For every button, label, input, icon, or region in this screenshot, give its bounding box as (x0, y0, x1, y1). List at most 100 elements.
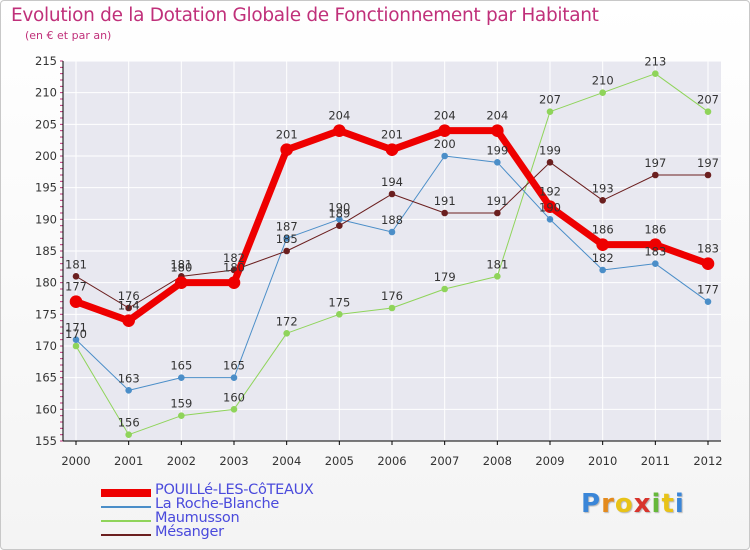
data-point (385, 143, 399, 156)
y-tick-label: 180 (35, 276, 57, 290)
data-point (227, 276, 241, 289)
data-label: 186 (644, 223, 666, 237)
data-label: 174 (118, 299, 140, 313)
data-point (388, 190, 396, 198)
x-tick-label: 2004 (272, 454, 301, 468)
data-label: 201 (381, 128, 403, 142)
legend-label: Maumusson (155, 510, 240, 526)
data-point (596, 238, 609, 251)
data-label: 172 (276, 314, 298, 328)
data-label: 213 (644, 55, 666, 69)
data-label: 182 (223, 251, 245, 265)
y-tick-label: 155 (35, 434, 57, 448)
data-point (491, 124, 504, 137)
data-point (125, 387, 132, 394)
chart-subtitle: (en € et par an) (25, 29, 112, 42)
data-label: 175 (328, 295, 350, 309)
data-point (125, 431, 132, 438)
data-label: 197 (644, 156, 666, 170)
data-label: 165 (170, 359, 192, 373)
y-tick-label: 185 (35, 244, 57, 258)
x-tick-label: 2011 (641, 454, 670, 468)
data-point (701, 257, 715, 270)
data-label: 176 (381, 289, 403, 303)
data-point (599, 89, 606, 96)
data-label: 191 (486, 194, 508, 208)
data-label: 181 (170, 257, 192, 271)
data-label: 192 (539, 185, 561, 199)
data-label: 170 (65, 327, 87, 341)
data-label: 159 (170, 397, 192, 411)
data-point (704, 108, 712, 115)
brand-letter: o (614, 489, 634, 519)
data-label: 191 (434, 194, 456, 208)
y-tick-label: 205 (35, 117, 57, 131)
data-label: 188 (381, 213, 403, 227)
brand-letter: r (601, 489, 615, 519)
x-tick-label: 2000 (61, 454, 90, 468)
data-point (178, 374, 185, 381)
data-point (122, 314, 135, 327)
data-point (125, 304, 132, 312)
data-label: 187 (276, 219, 298, 233)
data-point (494, 159, 501, 166)
series-0 (69, 124, 715, 327)
data-label: 177 (65, 280, 87, 294)
data-label: 210 (592, 74, 614, 88)
data-point (230, 406, 238, 413)
y-tick-label: 175 (35, 307, 57, 321)
legend-swatch (101, 534, 151, 536)
data-label: 190 (328, 200, 350, 214)
data-point (441, 209, 448, 217)
x-tick-label: 2009 (535, 454, 564, 468)
data-label: 207 (539, 93, 561, 107)
data-label: 201 (276, 128, 298, 142)
x-tick-label: 2003 (219, 454, 248, 468)
x-tick-label: 2007 (430, 454, 459, 468)
data-point (72, 273, 80, 280)
data-point (333, 124, 346, 137)
chart-title: Evolution de la Dotation Globale de Fonc… (11, 5, 599, 26)
legend-label: La Roche-Blanche (155, 496, 280, 512)
data-point (599, 197, 606, 204)
legend-swatch (101, 506, 151, 508)
data-label: 180 (170, 261, 192, 275)
data-label: 190 (539, 200, 561, 214)
legend-label: Mésanger (155, 524, 224, 540)
y-tick-label: 160 (35, 402, 57, 416)
data-point (546, 216, 554, 223)
data-label: 163 (118, 371, 140, 385)
data-label: 186 (592, 223, 614, 237)
x-tick-label: 2006 (377, 454, 406, 468)
data-label: 199 (539, 143, 561, 157)
x-tick-label: 2001 (114, 454, 143, 468)
data-label: 183 (644, 245, 666, 259)
data-label: 193 (592, 181, 614, 195)
data-point (652, 70, 659, 77)
data-label: 204 (486, 109, 508, 123)
data-point (388, 304, 396, 312)
x-tick-label: 2012 (693, 454, 722, 468)
data-point (543, 200, 557, 213)
y-tick-label: 195 (35, 181, 57, 195)
data-point (388, 228, 396, 236)
data-point (649, 238, 662, 251)
data-point (178, 412, 185, 419)
data-point (69, 295, 83, 308)
legend-label: POUILLé-LES-CôTEAUX (155, 482, 314, 498)
data-point (72, 336, 80, 343)
x-tick-label: 2010 (588, 454, 617, 468)
brand-letter: P (581, 489, 602, 519)
data-point (336, 216, 343, 223)
data-point (494, 209, 501, 217)
y-tick-label: 210 (35, 86, 57, 100)
brand-logo: Proxiti (581, 489, 685, 519)
data-label: 204 (434, 109, 456, 123)
series-1 (72, 152, 712, 394)
data-point (230, 374, 238, 381)
data-label: 185 (276, 232, 298, 246)
data-label: 200 (434, 137, 456, 151)
y-tick-label: 200 (35, 149, 57, 163)
x-tick-label: 2005 (325, 454, 354, 468)
